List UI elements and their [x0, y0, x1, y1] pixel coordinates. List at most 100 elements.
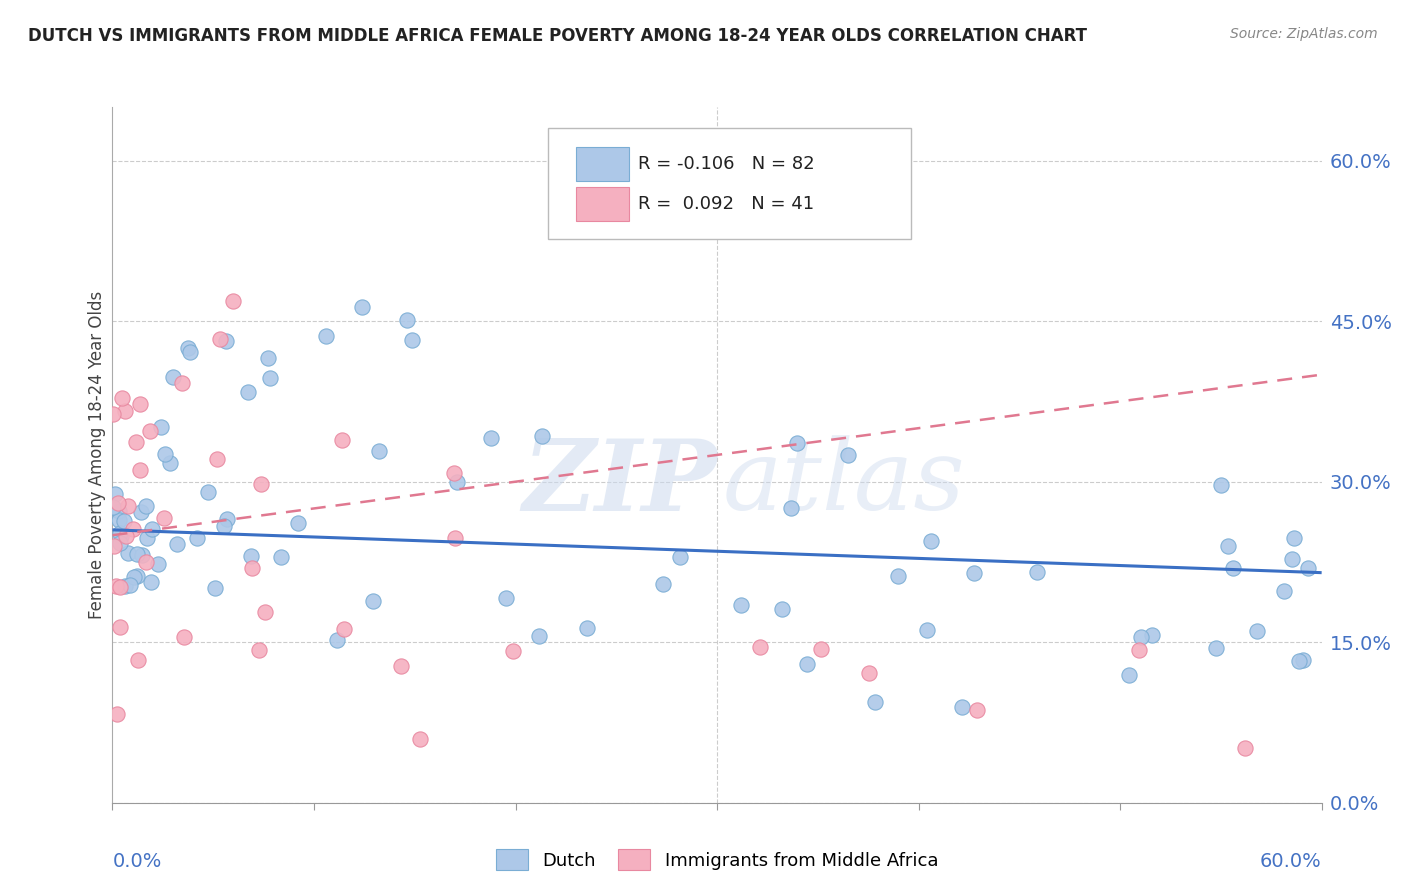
Point: [127, 653, 149, 667]
Text: ZIP: ZIP: [522, 434, 717, 531]
Point: [108, 525, 131, 540]
Point: [502, 644, 524, 658]
Point: [236, 384, 259, 399]
Point: [1288, 654, 1310, 668]
Point: [186, 531, 208, 545]
Point: [129, 462, 152, 476]
Point: [1140, 628, 1163, 642]
Point: [367, 443, 389, 458]
Point: [108, 536, 131, 550]
Point: [118, 578, 141, 592]
Point: [247, 643, 270, 657]
Point: [105, 579, 128, 593]
Point: [315, 328, 337, 343]
Point: [215, 512, 238, 526]
Point: [330, 433, 353, 447]
Point: [173, 630, 195, 644]
Point: [446, 475, 468, 490]
Point: [112, 514, 135, 528]
Text: DUTCH VS IMMIGRANTS FROM MIDDLE AFRICA FEMALE POVERTY AMONG 18-24 YEAR OLDS CORR: DUTCH VS IMMIGRANTS FROM MIDDLE AFRICA F…: [28, 27, 1087, 45]
Point: [333, 622, 356, 636]
Point: [796, 657, 818, 671]
Point: [748, 640, 770, 655]
Point: [153, 447, 176, 461]
Point: [159, 456, 181, 470]
Point: [253, 605, 276, 619]
Point: [352, 300, 374, 314]
Point: [1222, 561, 1244, 575]
Point: [1296, 561, 1319, 575]
Point: [1284, 531, 1306, 545]
Point: [1211, 478, 1233, 492]
Point: [1218, 539, 1240, 553]
Point: [153, 511, 176, 525]
Point: [108, 620, 131, 634]
Point: [122, 522, 145, 536]
Legend: Dutch, Immigrants from Middle Africa: Dutch, Immigrants from Middle Africa: [488, 842, 946, 877]
Point: [139, 424, 162, 438]
Point: [651, 577, 673, 591]
Point: [125, 569, 148, 583]
Point: [270, 549, 292, 564]
Point: [114, 404, 136, 418]
Point: [1246, 624, 1268, 638]
Point: [887, 568, 910, 582]
Point: [858, 666, 880, 681]
Point: [786, 436, 808, 450]
Point: [863, 695, 886, 709]
Point: [105, 707, 128, 722]
Point: [197, 484, 219, 499]
Point: [221, 294, 243, 309]
Point: [1292, 653, 1315, 667]
Point: [389, 658, 412, 673]
Point: [148, 557, 170, 571]
Point: [104, 487, 127, 501]
Point: [205, 451, 228, 466]
Point: [669, 549, 692, 564]
FancyBboxPatch shape: [575, 187, 628, 221]
Point: [179, 345, 201, 359]
Point: [101, 407, 124, 421]
Point: [575, 621, 598, 635]
Point: [125, 547, 148, 561]
Point: [122, 570, 145, 584]
Point: [287, 516, 309, 530]
Point: [240, 561, 263, 575]
Point: [125, 434, 148, 449]
Point: [117, 499, 139, 513]
Point: [1205, 640, 1227, 655]
Point: [401, 333, 423, 347]
Point: [114, 579, 136, 593]
Text: 60.0%: 60.0%: [1260, 852, 1322, 871]
Text: R =  0.092   N = 41: R = 0.092 N = 41: [638, 195, 814, 213]
Text: atlas: atlas: [723, 435, 966, 531]
Point: [131, 549, 153, 563]
Point: [136, 531, 159, 545]
Point: [325, 632, 347, 647]
Point: [780, 500, 803, 515]
FancyBboxPatch shape: [575, 147, 628, 181]
Point: [250, 476, 273, 491]
Point: [141, 522, 163, 536]
Point: [950, 699, 973, 714]
Point: [1025, 565, 1047, 579]
Point: [409, 731, 432, 746]
Point: [915, 624, 938, 638]
Point: [966, 703, 988, 717]
Y-axis label: Female Poverty Among 18-24 Year Olds: Female Poverty Among 18-24 Year Olds: [87, 291, 105, 619]
Point: [107, 496, 129, 510]
Point: [1272, 584, 1295, 599]
Point: [103, 500, 125, 515]
Point: [531, 428, 554, 442]
Point: [107, 513, 129, 527]
Point: [810, 641, 832, 656]
Point: [204, 581, 226, 595]
Point: [139, 574, 162, 589]
Point: [170, 376, 193, 391]
Point: [166, 537, 188, 551]
Point: [103, 539, 125, 553]
Text: R = -0.106   N = 82: R = -0.106 N = 82: [638, 155, 815, 173]
Point: [396, 312, 419, 326]
Point: [1281, 552, 1303, 566]
Point: [1233, 740, 1256, 755]
